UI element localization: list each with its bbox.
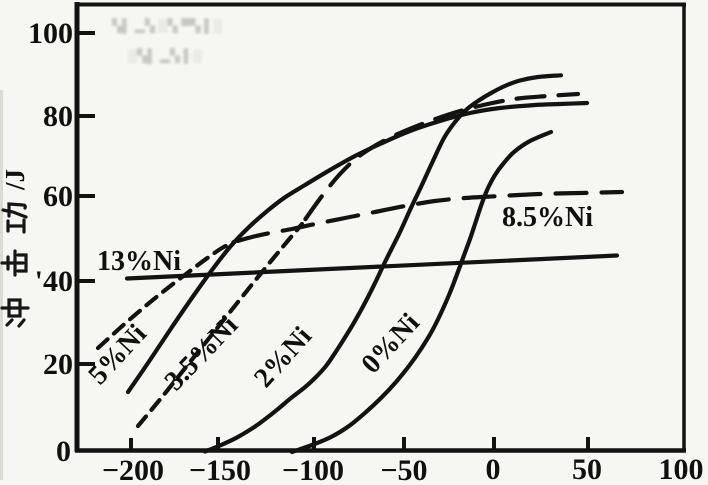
svg-text:−50: −50: [380, 454, 427, 485]
svg-text:▚▌ ▂▚ ▒▚ ▀▚ ▌▒: ▚▌ ▂▚ ▒▚ ▀▚ ▌▒: [111, 17, 223, 34]
svg-text:−100: −100: [282, 454, 344, 485]
svg-text:'40: '40: [35, 265, 73, 298]
svg-text:−150: −150: [189, 454, 251, 485]
svg-text:100: 100: [28, 17, 73, 50]
svg-text:20: 20: [43, 348, 73, 381]
svg-text:8.5%Ni: 8.5%Ni: [502, 202, 593, 233]
svg-text:60: 60: [43, 180, 73, 213]
svg-text:100: 100: [659, 453, 704, 485]
svg-text:−200: −200: [102, 454, 164, 485]
svg-text:0: 0: [56, 435, 71, 468]
svg-text:0: 0: [486, 453, 501, 485]
svg-text:▒▚▌ ▂▚ ▌▒: ▒▚▌ ▂▚ ▌▒: [128, 47, 203, 64]
svg-text:50: 50: [572, 453, 602, 485]
svg-text:13%Ni: 13%Ni: [97, 246, 181, 277]
svg-text:80: 80: [43, 100, 73, 133]
svg-text:/J: /J: [0, 169, 30, 191]
